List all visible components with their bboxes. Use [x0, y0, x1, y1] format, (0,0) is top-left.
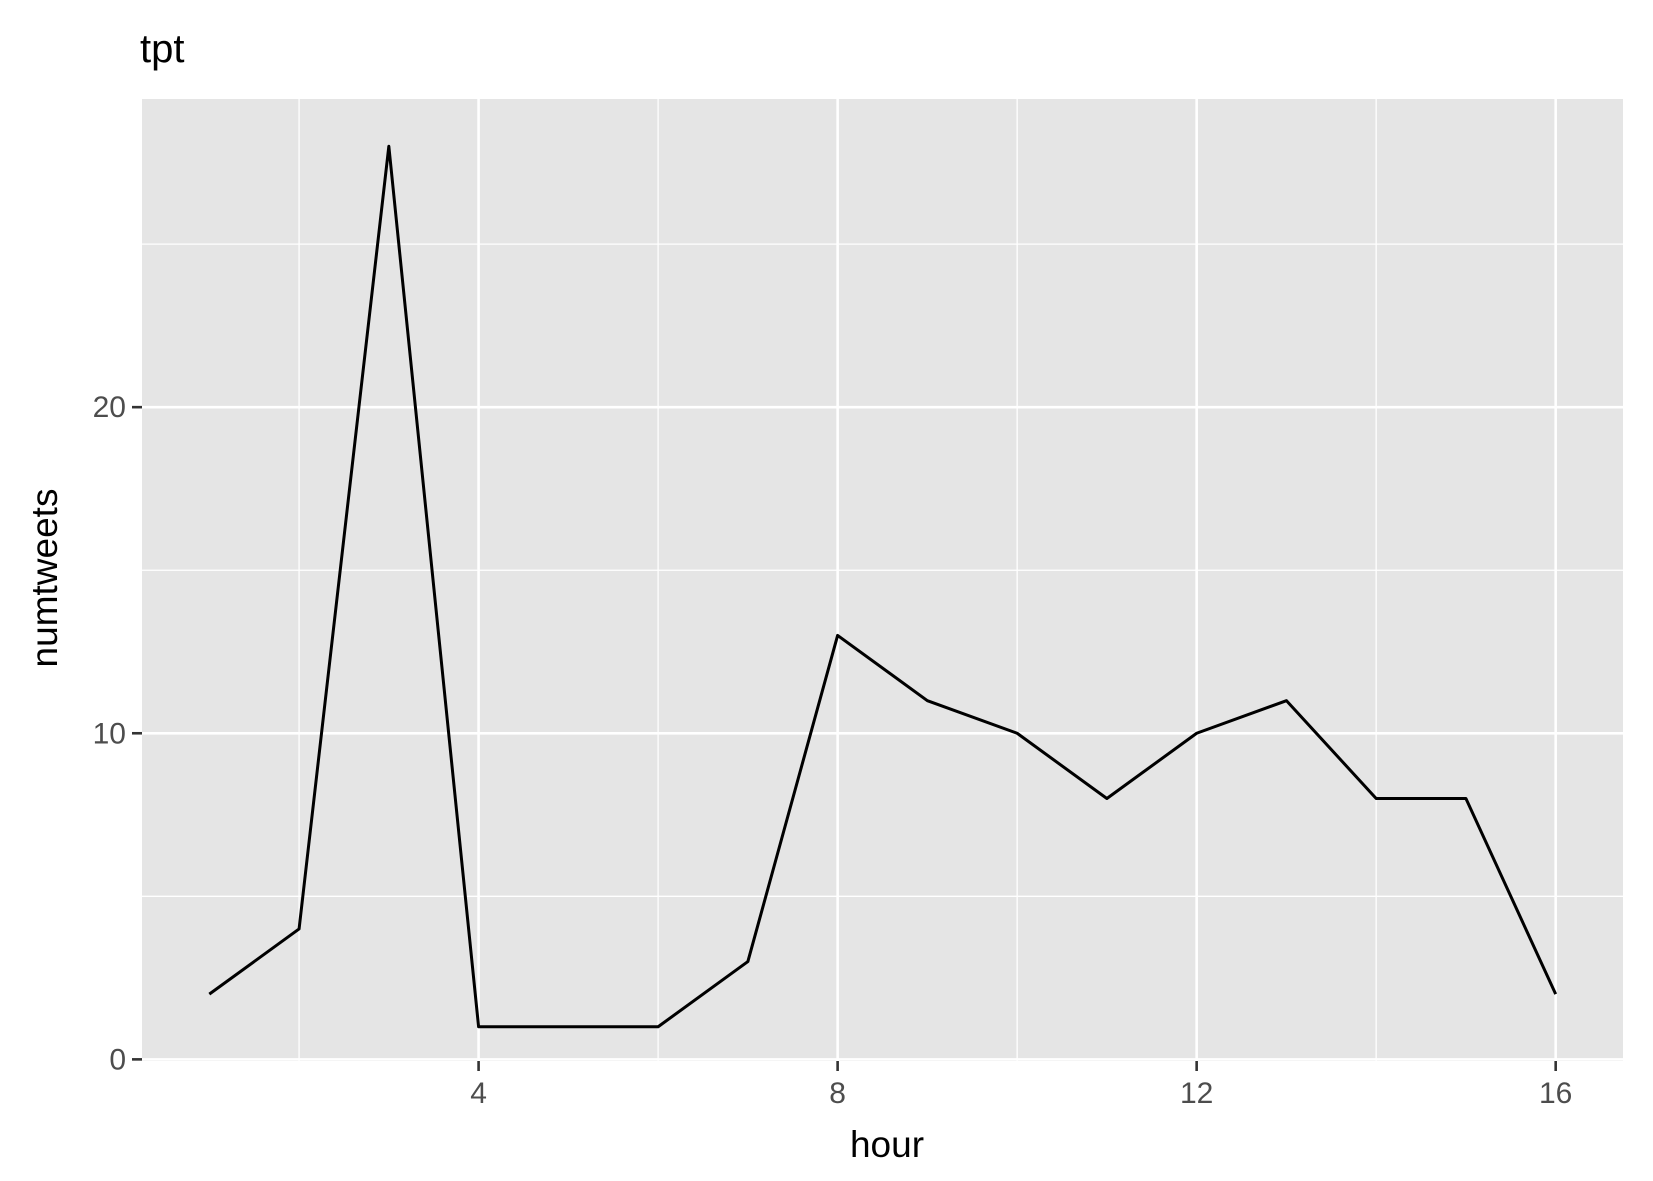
y-axis-title: numtweets — [24, 489, 65, 668]
y-tick-label: 10 — [93, 717, 126, 750]
grid-minor — [142, 99, 1623, 1061]
x-tick-label: 8 — [829, 1077, 846, 1110]
y-tick-label: 0 — [109, 1043, 126, 1076]
series-line — [208, 144, 1558, 1029]
x-tick-label: 12 — [1180, 1077, 1213, 1110]
plot-panel — [142, 99, 1623, 1061]
x-tick-label: 4 — [470, 1077, 487, 1110]
chart-title: tpt — [140, 27, 184, 71]
x-axis-title: hour — [850, 1124, 924, 1165]
y-tick-label: 20 — [93, 391, 126, 424]
x-tick-label: 16 — [1539, 1077, 1572, 1110]
x-axis: 4 8 12 16 — [470, 1061, 1572, 1110]
y-axis: 0 10 20 — [93, 391, 142, 1076]
series-layer — [208, 144, 1558, 1029]
grid-major — [142, 99, 1623, 1061]
